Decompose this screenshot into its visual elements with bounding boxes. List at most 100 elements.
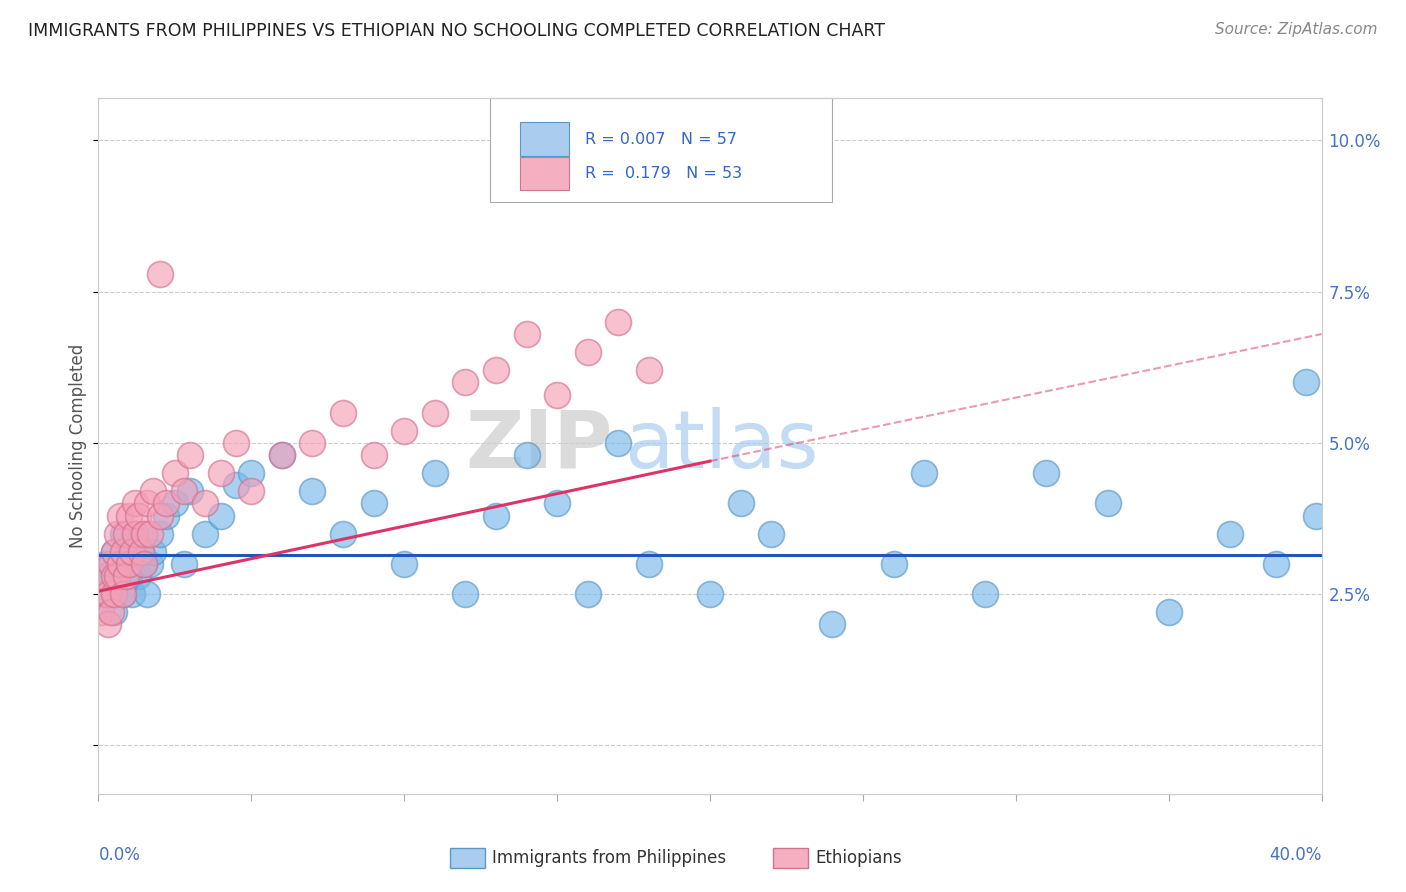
Point bbox=[301, 436, 323, 450]
Point bbox=[332, 526, 354, 541]
Point bbox=[111, 545, 134, 559]
Point bbox=[974, 587, 997, 601]
Point bbox=[209, 508, 232, 523]
Point bbox=[363, 448, 385, 462]
Point bbox=[821, 617, 844, 632]
Text: atlas: atlas bbox=[624, 407, 818, 485]
Point bbox=[240, 467, 263, 481]
Point bbox=[124, 557, 146, 571]
Point bbox=[173, 484, 195, 499]
Text: 0.0%: 0.0% bbox=[98, 846, 141, 864]
Point bbox=[134, 557, 156, 571]
Point bbox=[129, 545, 152, 559]
Point bbox=[637, 557, 661, 571]
Point bbox=[607, 436, 630, 450]
Point bbox=[100, 606, 122, 620]
Point bbox=[136, 587, 159, 601]
Point bbox=[103, 606, 125, 620]
Point bbox=[97, 587, 120, 601]
Text: IMMIGRANTS FROM PHILIPPINES VS ETHIOPIAN NO SCHOOLING COMPLETED CORRELATION CHAR: IMMIGRANTS FROM PHILIPPINES VS ETHIOPIAN… bbox=[28, 22, 886, 40]
Point bbox=[127, 569, 149, 583]
FancyBboxPatch shape bbox=[520, 157, 569, 190]
Point bbox=[103, 587, 125, 601]
Point bbox=[90, 606, 112, 620]
Text: 40.0%: 40.0% bbox=[1270, 846, 1322, 864]
Point bbox=[485, 508, 508, 523]
Point bbox=[516, 327, 538, 342]
Point bbox=[1264, 557, 1286, 571]
Point bbox=[759, 526, 782, 541]
Point bbox=[97, 617, 120, 632]
Point bbox=[1219, 526, 1241, 541]
Point bbox=[179, 448, 201, 462]
Point bbox=[129, 545, 152, 559]
Point bbox=[225, 478, 247, 492]
Point bbox=[111, 526, 134, 541]
Point bbox=[118, 569, 141, 583]
Point bbox=[139, 526, 162, 541]
Point bbox=[607, 315, 630, 329]
Point bbox=[115, 569, 138, 583]
Point bbox=[423, 467, 446, 481]
Point bbox=[136, 496, 159, 510]
Point bbox=[1157, 606, 1180, 620]
Point bbox=[105, 575, 128, 590]
Point bbox=[576, 345, 599, 359]
Point bbox=[392, 557, 416, 571]
Point bbox=[179, 484, 201, 499]
Point bbox=[912, 467, 935, 481]
Point bbox=[100, 569, 122, 583]
Point bbox=[173, 557, 195, 571]
Point bbox=[546, 496, 568, 510]
Point bbox=[155, 496, 177, 510]
Point bbox=[134, 526, 156, 541]
Point bbox=[516, 448, 538, 462]
Point bbox=[118, 539, 141, 553]
Point bbox=[111, 587, 134, 601]
Point bbox=[139, 557, 162, 571]
Point bbox=[454, 587, 477, 601]
Point bbox=[93, 587, 115, 601]
Text: ZIP: ZIP bbox=[465, 407, 612, 485]
Point bbox=[576, 587, 599, 601]
Point bbox=[637, 363, 661, 377]
Point bbox=[103, 569, 125, 583]
Point bbox=[149, 526, 172, 541]
Point bbox=[124, 496, 146, 510]
Point bbox=[115, 557, 138, 571]
Point bbox=[163, 496, 186, 510]
Point bbox=[108, 508, 131, 523]
Point bbox=[105, 569, 128, 583]
Point bbox=[149, 508, 172, 523]
Point bbox=[194, 526, 217, 541]
Point bbox=[149, 267, 172, 281]
Point bbox=[108, 557, 131, 571]
Point bbox=[93, 557, 115, 571]
Point bbox=[118, 557, 141, 571]
Point bbox=[155, 508, 177, 523]
Point bbox=[270, 448, 292, 462]
Point bbox=[108, 557, 131, 571]
Point bbox=[142, 545, 165, 559]
Point bbox=[301, 484, 323, 499]
Point bbox=[883, 557, 905, 571]
Text: Source: ZipAtlas.com: Source: ZipAtlas.com bbox=[1215, 22, 1378, 37]
Point bbox=[423, 406, 446, 420]
FancyBboxPatch shape bbox=[489, 98, 832, 202]
Point bbox=[270, 448, 292, 462]
Point bbox=[105, 526, 128, 541]
Point bbox=[392, 424, 416, 438]
Point bbox=[111, 587, 134, 601]
Point bbox=[1035, 467, 1057, 481]
Point bbox=[1097, 496, 1119, 510]
Point bbox=[124, 526, 146, 541]
Point bbox=[209, 467, 232, 481]
Point bbox=[93, 569, 115, 583]
Point bbox=[121, 587, 143, 601]
Point bbox=[163, 467, 186, 481]
Point bbox=[730, 496, 752, 510]
Point bbox=[363, 496, 385, 510]
Point bbox=[454, 376, 477, 390]
Y-axis label: No Schooling Completed: No Schooling Completed bbox=[69, 344, 87, 548]
Point bbox=[699, 587, 721, 601]
